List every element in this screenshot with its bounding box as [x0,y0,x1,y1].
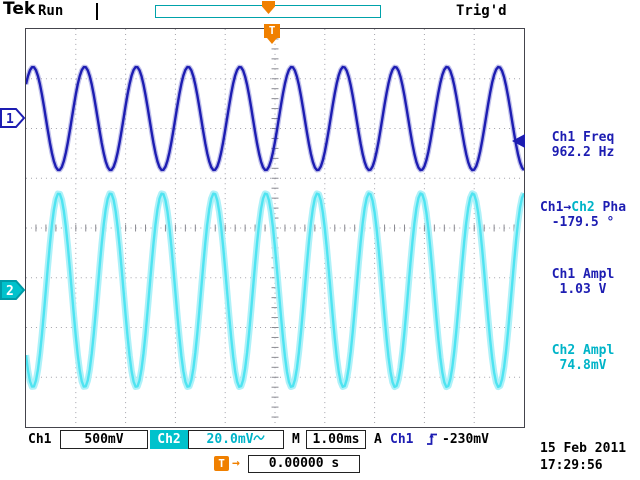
rising-edge-icon [427,433,437,445]
time-label: 17:29:56 [540,458,603,473]
phase-arrow-icon: → [563,200,572,215]
readout-ch1-ampl-label: Ch1 Ampl [551,267,615,282]
statusbar-ch2-label: Ch2 [150,430,188,449]
phase-meas-name: Pha [594,200,627,215]
ch2-position-marker: 2 [0,280,26,300]
statusbar-ch1-label: Ch1 [28,432,52,447]
readout-ch2-ampl: Ch2 Ampl 74.8mV [527,343,639,373]
ch1-position-marker: 1 [0,108,26,128]
readout-ch1-freq-label: Ch1 Freq [551,130,615,145]
statusbar-ch1-scale: 500mV [60,430,148,449]
delay-time-value: 0.00000 s [248,455,360,473]
trigger-status: Trig'd [456,3,507,19]
ch1-marker-label: 1 [6,112,14,127]
topbar-divider [96,3,98,20]
statusbar-timebase-value: 1.00ms [306,430,366,449]
waveform-display [26,29,524,427]
ch2-scale-value: 20.0mV [206,432,254,447]
statusbar-trigger-source: Ch1 [390,432,414,447]
trigger-position-badge: T [264,24,280,38]
delay-arrow-icon: → [232,456,240,471]
acquisition-state: Run [38,3,64,19]
ac-coupling-icon [253,435,266,441]
readout-ch1-freq-value: 962.2 Hz [551,145,615,160]
readout-ch1-freq: Ch1 Freq 962.2 Hz [527,130,639,160]
readout-ch1-ampl-value: 1.03 V [559,282,607,297]
statusbar-timebase-label: M [292,432,300,447]
readout-phase: Ch1→Ch2 Pha -179.5 ° [527,200,639,230]
trigger-position-pointer-icon [267,38,277,44]
date-label: 15 Feb 2011 [540,441,627,456]
readout-phase-label: Ch1→Ch2 Pha [527,200,639,215]
brand-logo: Tek [3,0,36,19]
readout-phase-value: -179.5 ° [551,215,615,230]
readout-ch2-ampl-value: 74.8mV [559,358,607,373]
phase-src1: Ch1 [539,200,564,215]
statusbar-trigger-level: -230mV [442,432,489,447]
ch1-waveform [26,65,524,172]
statusbar-trigger-mode: A [374,432,382,447]
trigger-level-marker-icon [512,134,525,148]
ch2-waveform [26,192,524,389]
phase-src2: Ch2 [571,200,595,215]
delay-time-marker-icon: T [214,456,229,471]
ch2-marker-label: 2 [6,284,14,299]
readout-ch2-ampl-label: Ch2 Ampl [551,343,615,358]
scope-graticule [25,28,525,428]
readout-ch1-ampl: Ch1 Ampl 1.03 V [527,267,639,297]
statusbar-ch2-scale: 20.0mV [188,430,284,449]
